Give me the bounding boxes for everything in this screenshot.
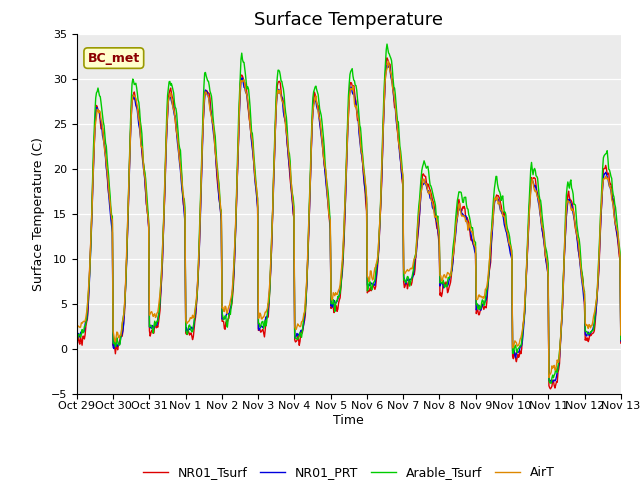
Arable_Tsurf bbox=[547, 381, 555, 386]
AirT bbox=[617, 332, 625, 338]
AirT bbox=[83, 309, 90, 315]
NR01_Tsurf bbox=[223, 319, 230, 325]
NR01_PRT bbox=[431, 216, 439, 221]
NR01_PRT bbox=[383, 62, 391, 68]
X-axis label: Time: Time bbox=[333, 414, 364, 427]
NR01_Tsurf bbox=[431, 213, 439, 218]
Legend: NR01_Tsurf, NR01_PRT, Arable_Tsurf, AirT: NR01_Tsurf, NR01_PRT, Arable_Tsurf, AirT bbox=[138, 461, 560, 480]
NR01_PRT bbox=[83, 318, 90, 324]
Arable_Tsurf bbox=[416, 196, 424, 202]
NR01_Tsurf bbox=[83, 319, 90, 325]
AirT bbox=[545, 374, 553, 380]
NR01_PRT bbox=[548, 379, 556, 385]
NR01_PRT bbox=[139, 156, 147, 161]
Arable_Tsurf bbox=[383, 41, 391, 47]
Arable_Tsurf bbox=[431, 202, 439, 208]
AirT bbox=[194, 274, 202, 279]
Arable_Tsurf bbox=[617, 337, 625, 343]
AirT bbox=[223, 309, 230, 315]
NR01_Tsurf bbox=[383, 55, 391, 60]
NR01_PRT bbox=[617, 338, 625, 344]
Arable_Tsurf bbox=[73, 339, 81, 345]
AirT bbox=[416, 205, 424, 211]
AirT bbox=[73, 328, 81, 334]
AirT bbox=[139, 149, 147, 155]
Title: Surface Temperature: Surface Temperature bbox=[254, 11, 444, 29]
NR01_Tsurf bbox=[139, 157, 147, 163]
Arable_Tsurf bbox=[223, 322, 230, 328]
Arable_Tsurf bbox=[83, 315, 90, 321]
Text: BC_met: BC_met bbox=[88, 51, 140, 65]
NR01_PRT bbox=[194, 277, 202, 283]
AirT bbox=[431, 214, 439, 220]
Line: NR01_Tsurf: NR01_Tsurf bbox=[77, 58, 621, 389]
NR01_Tsurf bbox=[617, 340, 625, 346]
NR01_Tsurf bbox=[547, 386, 554, 392]
Arable_Tsurf bbox=[139, 146, 147, 152]
NR01_Tsurf bbox=[73, 342, 81, 348]
Line: AirT: AirT bbox=[77, 61, 621, 377]
NR01_PRT bbox=[73, 330, 81, 336]
NR01_PRT bbox=[223, 311, 230, 317]
Y-axis label: Surface Temperature (C): Surface Temperature (C) bbox=[32, 137, 45, 290]
AirT bbox=[385, 59, 392, 64]
NR01_PRT bbox=[416, 211, 424, 217]
NR01_Tsurf bbox=[416, 211, 424, 216]
Arable_Tsurf bbox=[194, 278, 202, 284]
NR01_Tsurf bbox=[194, 280, 202, 286]
Line: Arable_Tsurf: Arable_Tsurf bbox=[77, 44, 621, 384]
Line: NR01_PRT: NR01_PRT bbox=[77, 65, 621, 382]
